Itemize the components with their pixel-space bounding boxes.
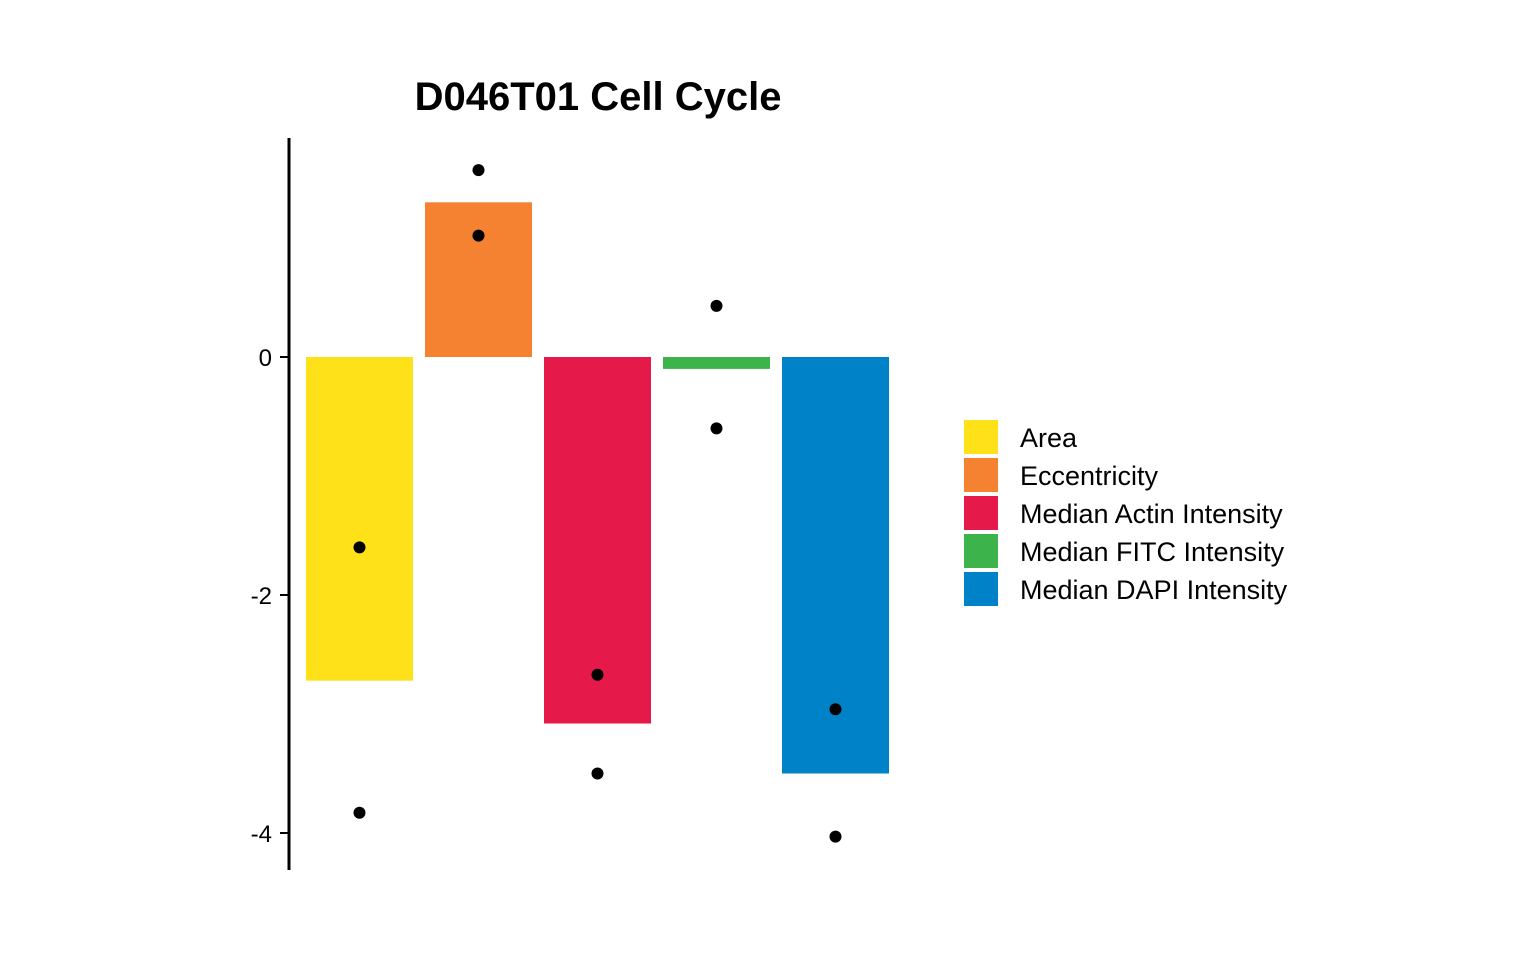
legend-swatch [964, 496, 998, 530]
legend: Area Eccentricity Median Actin Intensity Me… [964, 420, 1288, 606]
data-point [829, 830, 842, 843]
legend-swatch [964, 458, 998, 492]
y-axis-ticks: 0 -2 -4 [251, 345, 289, 848]
legend-swatch [964, 534, 998, 568]
legend-swatch [964, 420, 998, 454]
data-point [472, 229, 485, 242]
data-point [591, 767, 604, 780]
y-tick-label: 0 [259, 345, 272, 372]
data-point [472, 164, 485, 177]
data-point [353, 806, 366, 819]
legend-label: Eccentricity [1020, 461, 1159, 491]
data-point [710, 299, 723, 312]
data-point [710, 422, 723, 435]
bar-median-actin-intensity [544, 357, 651, 724]
bar-median-fitc-intensity [663, 357, 770, 369]
y-tick-label: -4 [251, 821, 272, 848]
chart-title: D046T01 Cell Cycle [415, 75, 782, 119]
bars [306, 202, 889, 774]
legend-label: Median DAPI Intensity [1020, 575, 1288, 605]
legend-label: Area [1020, 423, 1078, 453]
legend-label: Median FITC Intensity [1020, 537, 1285, 567]
bar-area [306, 357, 413, 681]
legend-label: Median Actin Intensity [1020, 499, 1283, 529]
bar-eccentricity [425, 202, 532, 357]
legend-swatch [964, 572, 998, 606]
data-point [829, 703, 842, 716]
y-tick-label: -2 [251, 583, 272, 610]
points [353, 164, 842, 843]
data-point [353, 541, 366, 554]
data-point [591, 668, 604, 681]
